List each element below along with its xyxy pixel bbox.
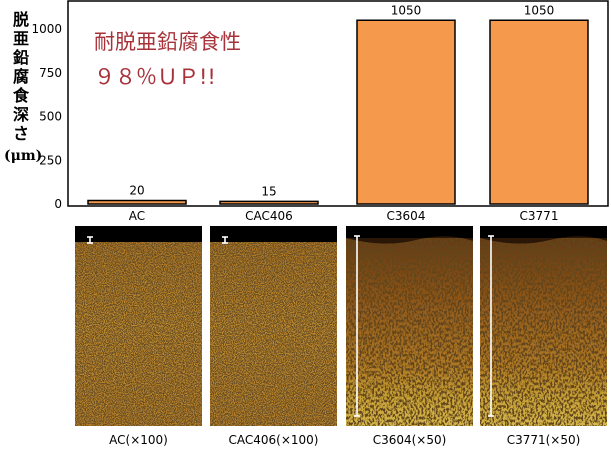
micrograph-panels [75,226,607,426]
value-label: 20 [129,184,144,198]
y-tick-label: 500 [39,110,62,124]
annotation-line-1: 耐脱亜鉛腐食性 [94,30,241,54]
micrograph-4 [480,226,607,426]
y-tick-label: 750 [39,66,62,80]
value-label: 1050 [524,3,555,17]
x-tick-label: CAC406 [245,209,293,223]
micrograph-1 [75,226,202,426]
y-axis-title: 脱亜鉛腐食深さ [13,10,30,143]
y-ticks: 0 250 500 750 1000 [31,22,62,211]
x-tick-labels: AC CAC406 C3604 C3771 [129,209,559,223]
plot-frame [67,0,609,207]
x-tick-label: AC [129,209,145,223]
y-tick-label: 0 [54,197,62,211]
bar-cac406 [219,200,319,205]
micrograph-label: C3604(×50) [372,433,447,447]
y-axis-unit: (μm) [4,148,43,164]
x-tick-label: C3771 [520,209,559,223]
micrograph-label: C3771(×50) [506,433,581,447]
y-axis-label: 脱亜鉛腐食深さ (μm) [4,10,43,166]
value-label: 15 [261,184,276,198]
value-labels: 20 15 1050 1050 [129,3,554,198]
x-tick-label: C3604 [387,209,426,223]
value-label: 1050 [391,3,422,17]
y-tick-label: 1000 [31,22,62,36]
micrograph-label: AC(×100) [109,433,168,447]
bar-c3771 [489,19,589,205]
annotation-line-2: ９８％ＵＰ!! [94,65,216,89]
bar-ac [87,199,187,205]
bars [87,19,589,205]
micrograph-3 [346,226,473,426]
micrograph-2 [210,226,337,426]
micrograph-label: CAC406(×100) [228,433,319,447]
y-tick-label: 250 [39,153,62,167]
bar-c3604 [356,19,456,205]
